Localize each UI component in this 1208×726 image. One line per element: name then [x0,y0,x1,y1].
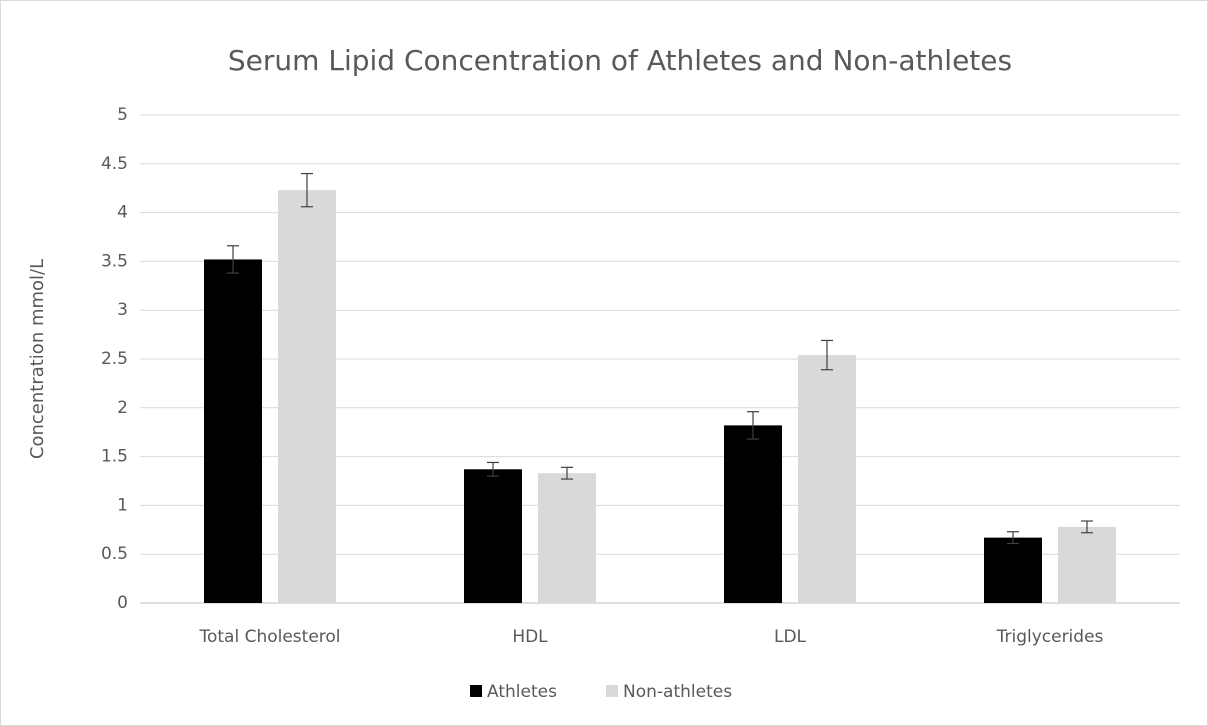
error-bar [1007,531,1019,545]
error-bar [747,411,759,440]
bar [278,190,336,604]
x-tick-label: LDL [774,627,807,647]
y-tick-label: 1.5 [101,447,128,467]
error-bar [301,172,313,208]
bar [464,469,522,603]
error-bar [227,245,239,274]
y-tick-label: 2 [117,398,128,418]
error-bar [1081,520,1093,534]
x-tick-label: HDL [512,627,548,647]
y-tick-label: 2.5 [101,349,128,369]
y-tick-label: 3 [117,300,128,320]
chart-title: Serum Lipid Concentration of Athletes an… [228,44,1012,77]
error-bar [487,461,499,477]
y-tick-label: 5 [117,105,128,125]
y-tick-label: 4 [117,203,128,223]
y-tick-label: 1 [117,495,128,515]
bar [204,259,262,603]
bar [538,473,596,603]
x-tick-label: Triglycerides [996,627,1104,647]
error-bar [561,466,573,480]
bar [798,355,856,603]
x-tick-label: Total Cholesterol [198,627,340,647]
bar [724,425,782,603]
bar [984,537,1042,603]
y-tick-label: 0 [117,593,128,613]
y-axis-label: Concentration mmol/L [27,259,48,459]
y-tick-label: 4.5 [101,154,128,174]
legend-label: Athletes [487,682,557,702]
legend-swatch [606,685,618,697]
y-tick-label: 0.5 [101,544,128,564]
legend-label: Non-athletes [623,682,732,702]
error-bar [821,339,833,371]
bar [1058,526,1116,603]
y-tick-label: 3.5 [101,251,128,271]
legend-swatch [470,685,482,697]
